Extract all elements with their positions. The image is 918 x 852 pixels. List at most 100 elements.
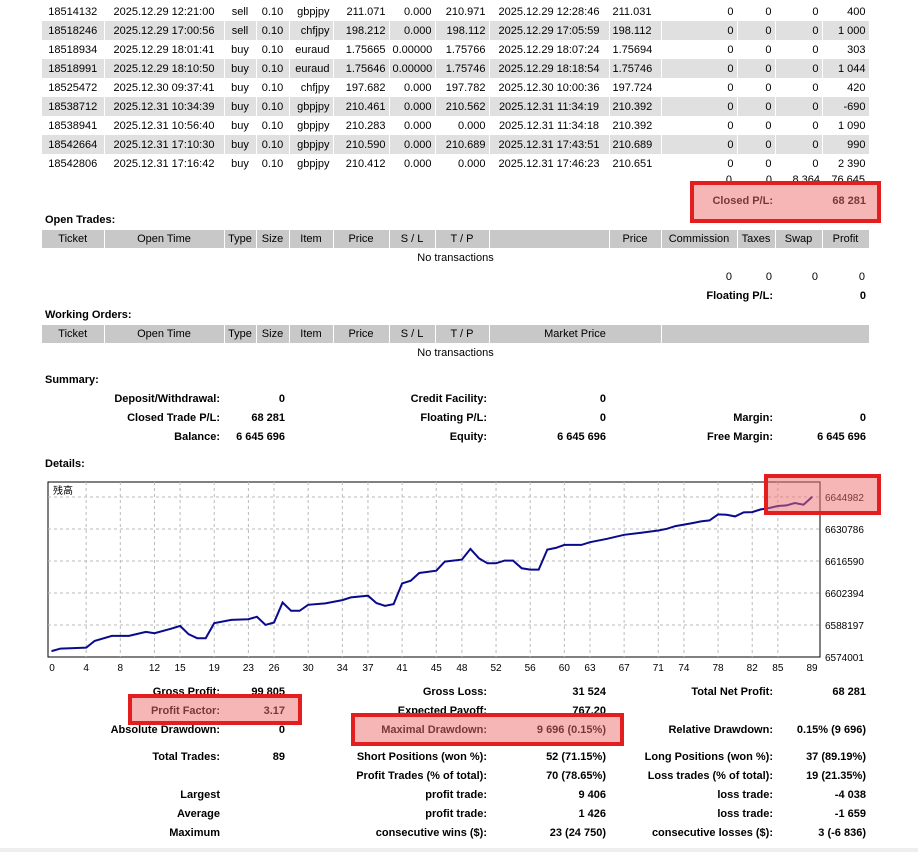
closed-trades-table: 18514132 2025.12.29 12:21:00 sell 0.10 gbpjp…: [42, 2, 870, 173]
table-cell: 1 090: [822, 116, 870, 135]
table-cell: 18514132: [42, 2, 105, 21]
column-header: Profit: [822, 230, 870, 248]
table-cell: 303: [822, 40, 870, 59]
table-cell: 1 044: [822, 59, 870, 78]
balance-point: [503, 559, 506, 562]
column-header: Price: [333, 230, 390, 248]
stat-label: consecutive losses ($):: [651, 827, 773, 839]
table-cell: 198.212: [333, 21, 390, 40]
stat-label: Profit Trades (% of total):: [356, 770, 487, 782]
table-cell: gbpjpy: [289, 116, 334, 135]
x-tick-label: 4: [83, 663, 89, 674]
table-cell: 0: [775, 2, 823, 21]
free-margin-label: Free Margin:: [706, 431, 773, 443]
balance-point: [768, 507, 771, 509]
table-cell: 210.562: [435, 97, 490, 116]
open-trades-empty: No transactions: [417, 252, 494, 264]
balance-point: [802, 503, 805, 506]
balance-point: [546, 548, 549, 551]
column-header: Size: [256, 230, 290, 248]
balance-point: [324, 602, 327, 605]
equity-label: Equity:: [449, 431, 487, 443]
balance-point: [341, 599, 344, 601]
table-cell: 18542806: [42, 154, 105, 173]
table-cell: 2025.12.30 09:37:41: [104, 78, 225, 97]
stat-label: Gross Profit:: [152, 686, 220, 698]
table-cell: 18518991: [42, 59, 105, 78]
table-cell: 210.412: [333, 154, 390, 173]
free-margin-value: 6 645 696: [817, 431, 866, 443]
equity-value: 6 645 696: [557, 431, 606, 443]
table-cell: 0.000: [389, 78, 436, 97]
table-cell: 210.392: [609, 116, 662, 135]
table-cell: 198.112: [435, 21, 490, 40]
table-cell: 0.10: [256, 21, 290, 40]
table-cell: buy: [224, 154, 257, 173]
x-tick-label: 85: [772, 663, 784, 674]
column-header: [489, 230, 610, 248]
table-cell: 0.000: [389, 97, 436, 116]
balance-point: [469, 548, 472, 550]
chart-title: 残高: [53, 484, 73, 497]
stat-value: 19 (21.35%): [806, 770, 866, 782]
table-cell: 0.000: [435, 154, 490, 173]
balance-point: [751, 511, 754, 513]
table-row: 18518246 2025.12.29 17:00:56 sell 0.10 chfjp…: [42, 21, 870, 40]
table-cell: 0: [737, 21, 776, 40]
x-tick-label: 26: [268, 663, 280, 674]
table-cell: 2025.12.31 11:34:19: [489, 97, 610, 116]
stat-value: 3 (-6 836): [818, 827, 866, 839]
table-cell: 210.651: [609, 154, 662, 173]
balance-point: [384, 604, 386, 607]
balance-point: [418, 572, 420, 574]
table-cell: 2025.12.29 18:07:24: [489, 40, 610, 59]
table-cell: 0.10: [256, 97, 290, 116]
stat-label: Short Positions (won %):: [356, 751, 487, 763]
table-cell: 2025.12.29 12:21:00: [104, 2, 225, 21]
table-row: 18518991 2025.12.29 18:10:50 buy 0.10 euraud…: [42, 59, 870, 78]
y-tick-label: 6574001: [825, 653, 864, 664]
y-tick-label: 6588197: [825, 621, 864, 632]
table-cell: 0.00000: [389, 40, 436, 59]
balance-point: [110, 635, 113, 637]
table-cell: buy: [224, 116, 257, 135]
column-header: Type: [224, 325, 257, 343]
balance-point: [691, 522, 694, 524]
balance-point: [247, 618, 250, 620]
x-tick-label: 45: [431, 663, 443, 674]
table-cell: gbpjpy: [289, 2, 334, 21]
x-tick-label: 41: [397, 663, 409, 674]
balance-point: [273, 621, 275, 624]
balance-point: [59, 647, 62, 650]
table-cell: 2025.12.30 10:00:36: [489, 78, 610, 97]
total-commission: 0: [765, 174, 772, 186]
total-taxes: 0: [725, 174, 732, 186]
table-cell: 210.689: [435, 135, 490, 154]
table-cell: 0: [661, 116, 738, 135]
x-tick-label: 23: [243, 663, 255, 674]
table-cell: buy: [224, 78, 257, 97]
table-cell: chfjpy: [289, 21, 334, 40]
stat-label: Total Trades:: [152, 751, 220, 763]
table-row: 18514132 2025.12.29 12:21:00 sell 0.10 gbpjp…: [42, 2, 870, 21]
column-header: Price: [333, 325, 390, 343]
balance-value: 6 645 696: [236, 431, 285, 443]
balance-point: [350, 596, 352, 599]
balance-point: [794, 502, 796, 504]
stat-label: Expected Payoff:: [397, 705, 487, 717]
balance-point: [204, 637, 207, 640]
table-cell: 0: [661, 59, 738, 78]
table-cell: 990: [822, 135, 870, 154]
balance-point: [734, 515, 736, 518]
stat-label: Maximum: [169, 827, 220, 839]
credit-value: 0: [599, 393, 606, 405]
y-tick-label: 6602394: [825, 589, 864, 600]
balance-point: [461, 558, 463, 561]
table-cell: buy: [224, 97, 257, 116]
balance-point: [213, 622, 216, 624]
x-tick-label: 56: [525, 663, 537, 674]
stat-value: -4 038: [834, 789, 866, 801]
table-cell: 420: [822, 78, 870, 97]
